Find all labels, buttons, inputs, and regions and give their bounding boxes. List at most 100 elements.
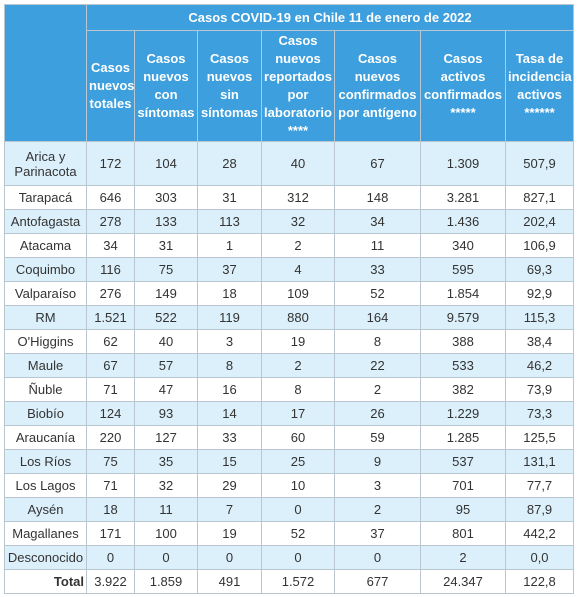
value-cell: 172 bbox=[86, 141, 135, 186]
data-row: Tarapacá 646 303 31 312 148 3.281 827,1 bbox=[4, 185, 575, 210]
data-row: O'Higgins 62 40 3 19 8 388 38,4 bbox=[4, 329, 575, 354]
value-cell: 59 bbox=[334, 425, 421, 450]
value-cell: 92,9 bbox=[504, 281, 575, 306]
region-cell: Los Ríos bbox=[4, 449, 87, 474]
value-cell: 73,9 bbox=[504, 377, 575, 402]
value-cell: 595 bbox=[420, 257, 506, 282]
value-cell: 113 bbox=[197, 209, 262, 234]
value-cell: 77,7 bbox=[504, 473, 575, 498]
region-cell: Los Lagos bbox=[4, 473, 87, 498]
value-cell: 34 bbox=[334, 209, 421, 234]
value-cell: 4 bbox=[261, 257, 335, 282]
value-cell: 0 bbox=[134, 545, 198, 570]
column-header: Casos nuevos sin síntomas bbox=[197, 30, 262, 142]
value-cell: 276 bbox=[86, 281, 135, 306]
value-cell: 3 bbox=[197, 329, 262, 354]
value-cell: 1.521 bbox=[86, 305, 135, 330]
value-cell: 124 bbox=[86, 401, 135, 426]
value-cell: 2 bbox=[420, 545, 506, 570]
value-cell: 29 bbox=[197, 473, 262, 498]
value-cell: 87,9 bbox=[504, 497, 575, 522]
value-cell: 67 bbox=[334, 141, 421, 186]
value-cell: 303 bbox=[134, 185, 198, 210]
data-row: Maule 67 57 8 2 22 533 46,2 bbox=[4, 353, 575, 378]
value-cell: 75 bbox=[134, 257, 198, 282]
value-cell: 37 bbox=[334, 521, 421, 546]
value-cell: 40 bbox=[261, 141, 335, 186]
value-cell: 388 bbox=[420, 329, 506, 354]
value-cell: 19 bbox=[261, 329, 335, 354]
column-header: Casos nuevos totales bbox=[86, 30, 135, 142]
total-cell: 1.572 bbox=[261, 569, 335, 594]
data-row: Desconocido 0 0 0 0 0 2 0,0 bbox=[4, 545, 575, 570]
region-cell: Aysén bbox=[4, 497, 87, 522]
value-cell: 0,0 bbox=[504, 545, 575, 570]
value-cell: 119 bbox=[197, 305, 262, 330]
value-cell: 57 bbox=[134, 353, 198, 378]
value-cell: 801 bbox=[420, 521, 506, 546]
value-cell: 278 bbox=[86, 209, 135, 234]
value-cell: 52 bbox=[334, 281, 421, 306]
value-cell: 1.229 bbox=[420, 401, 506, 426]
value-cell: 33 bbox=[334, 257, 421, 282]
value-cell: 1.285 bbox=[420, 425, 506, 450]
value-cell: 1.436 bbox=[420, 209, 506, 234]
total-label: Total bbox=[4, 569, 87, 594]
value-cell: 0 bbox=[261, 545, 335, 570]
value-cell: 125,5 bbox=[504, 425, 575, 450]
value-cell: 106,9 bbox=[504, 233, 575, 258]
total-cell: 491 bbox=[197, 569, 262, 594]
value-cell: 382 bbox=[420, 377, 506, 402]
value-cell: 47 bbox=[134, 377, 198, 402]
region-cell: Antofagasta bbox=[4, 209, 87, 234]
value-cell: 8 bbox=[261, 377, 335, 402]
region-cell: Ñuble bbox=[4, 377, 87, 402]
value-cell: 14 bbox=[197, 401, 262, 426]
value-cell: 827,1 bbox=[504, 185, 575, 210]
data-row: RM 1.521 522 119 880 164 9.579 115,3 bbox=[4, 305, 575, 330]
value-cell: 8 bbox=[334, 329, 421, 354]
value-cell: 116 bbox=[86, 257, 135, 282]
region-cell: Maule bbox=[4, 353, 87, 378]
value-cell: 202,4 bbox=[504, 209, 575, 234]
value-cell: 22 bbox=[334, 353, 421, 378]
value-cell: 32 bbox=[261, 209, 335, 234]
value-cell: 67 bbox=[86, 353, 135, 378]
value-cell: 0 bbox=[197, 545, 262, 570]
value-cell: 701 bbox=[420, 473, 506, 498]
value-cell: 522 bbox=[134, 305, 198, 330]
value-cell: 164 bbox=[334, 305, 421, 330]
value-cell: 131,1 bbox=[504, 449, 575, 474]
value-cell: 11 bbox=[134, 497, 198, 522]
value-cell: 33 bbox=[197, 425, 262, 450]
value-cell: 2 bbox=[334, 497, 421, 522]
value-cell: 3.281 bbox=[420, 185, 506, 210]
value-cell: 25 bbox=[261, 449, 335, 474]
value-cell: 31 bbox=[197, 185, 262, 210]
value-cell: 115,3 bbox=[504, 305, 575, 330]
value-cell: 28 bbox=[197, 141, 262, 186]
data-row: Ñuble 71 47 16 8 2 382 73,9 bbox=[4, 377, 575, 402]
value-cell: 148 bbox=[334, 185, 421, 210]
value-cell: 26 bbox=[334, 401, 421, 426]
title-row: Casos COVID-19 en Chile 11 de enero de 2… bbox=[4, 4, 575, 142]
value-cell: 19 bbox=[197, 521, 262, 546]
value-cell: 340 bbox=[420, 233, 506, 258]
value-cell: 95 bbox=[420, 497, 506, 522]
value-cell: 0 bbox=[86, 545, 135, 570]
value-cell: 2 bbox=[261, 233, 335, 258]
column-header: Casos nuevos reportados por laboratorio … bbox=[261, 30, 335, 142]
value-cell: 73,3 bbox=[504, 401, 575, 426]
region-cell: Biobío bbox=[4, 401, 87, 426]
data-row: Los Ríos 75 35 15 25 9 537 131,1 bbox=[4, 449, 575, 474]
value-cell: 71 bbox=[86, 473, 135, 498]
value-cell: 1.309 bbox=[420, 141, 506, 186]
value-cell: 109 bbox=[261, 281, 335, 306]
value-cell: 0 bbox=[334, 545, 421, 570]
region-cell: RM bbox=[4, 305, 87, 330]
value-cell: 10 bbox=[261, 473, 335, 498]
value-cell: 2 bbox=[334, 377, 421, 402]
data-row: Araucanía 220 127 33 60 59 1.285 125,5 bbox=[4, 425, 575, 450]
value-cell: 40 bbox=[134, 329, 198, 354]
